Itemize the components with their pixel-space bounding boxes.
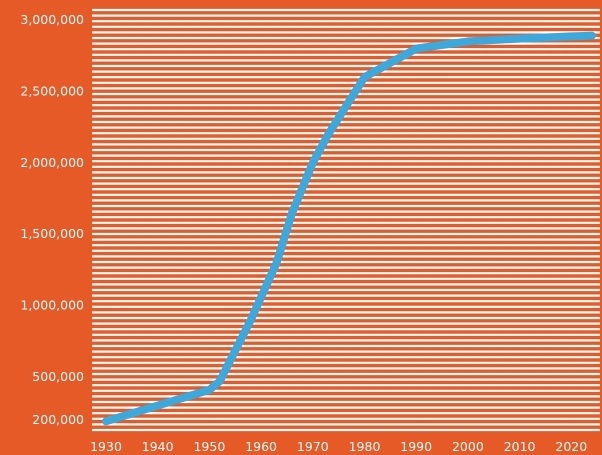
x-tick-label: 1940: [142, 439, 174, 454]
y-axis-labels: 200,000 500,000 1,000,000 1,500,000 2,000,00…: [20, 12, 84, 427]
x-tick-label: 1970: [297, 439, 329, 454]
grid-stripes: [92, 8, 600, 432]
y-tick-label: 3,000,000: [20, 12, 84, 27]
series-group: [102, 31, 596, 426]
x-axis-labels: 1930 1940 1950 1960 1970 1980 1990 2000 2010 2020: [90, 439, 587, 454]
y-tick-label: 2,500,000: [20, 83, 84, 98]
y-tick-label: 1,500,000: [20, 226, 84, 241]
y-tick-label: 200,000: [32, 412, 84, 427]
y-tick-label: 500,000: [32, 369, 84, 384]
x-tick-label: 1980: [349, 439, 381, 454]
x-tick-label: 1950: [193, 439, 225, 454]
y-tick-label: 1,000,000: [20, 298, 84, 313]
x-tick-label: 1930: [90, 439, 122, 454]
y-tick-label: 2,000,000: [20, 155, 84, 170]
x-tick-label: 1990: [400, 439, 432, 454]
x-tick-label: 2020: [555, 439, 587, 454]
x-tick-label: 1960: [245, 439, 277, 454]
x-tick-label: 2000: [452, 439, 484, 454]
series-line: [102, 31, 596, 426]
x-tick-label: 2010: [504, 439, 536, 454]
